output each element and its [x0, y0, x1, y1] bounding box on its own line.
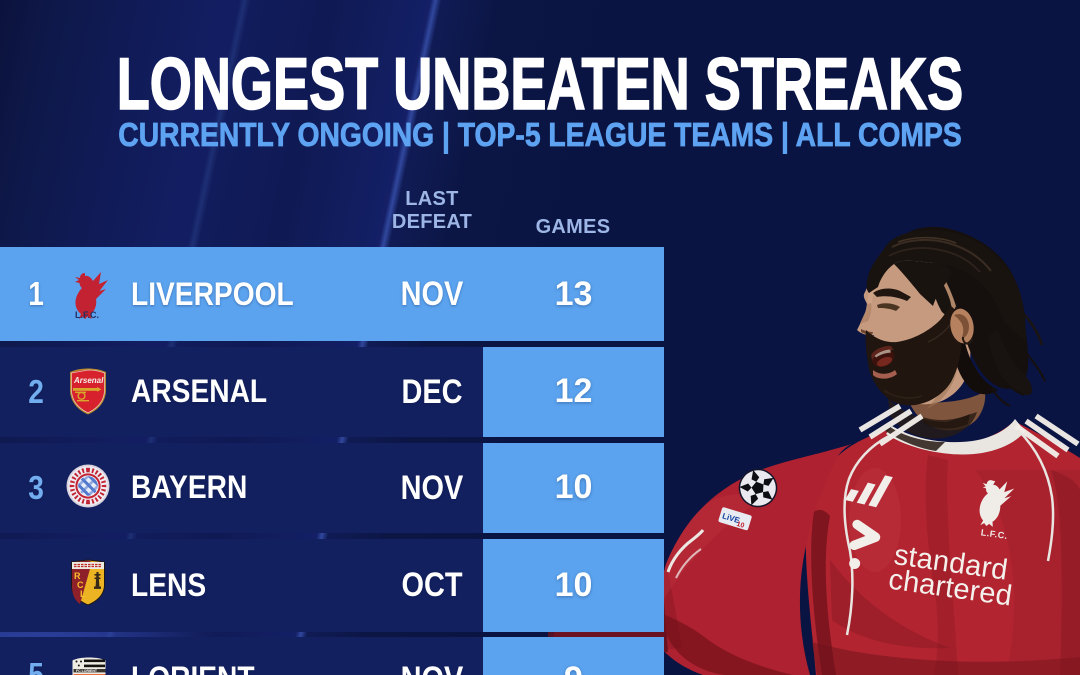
svg-text:L.F.C.: L.F.C.: [75, 310, 99, 320]
svg-text:L: L: [80, 589, 86, 599]
svg-text:C: C: [77, 580, 84, 590]
svg-text:L.F.C.: L.F.C.: [980, 527, 1008, 541]
svg-text:10: 10: [736, 521, 746, 530]
svg-text:Arsenal: Arsenal: [73, 376, 104, 385]
svg-text:FC LORIENT: FC LORIENT: [76, 669, 98, 673]
svg-text:R: R: [74, 571, 81, 581]
